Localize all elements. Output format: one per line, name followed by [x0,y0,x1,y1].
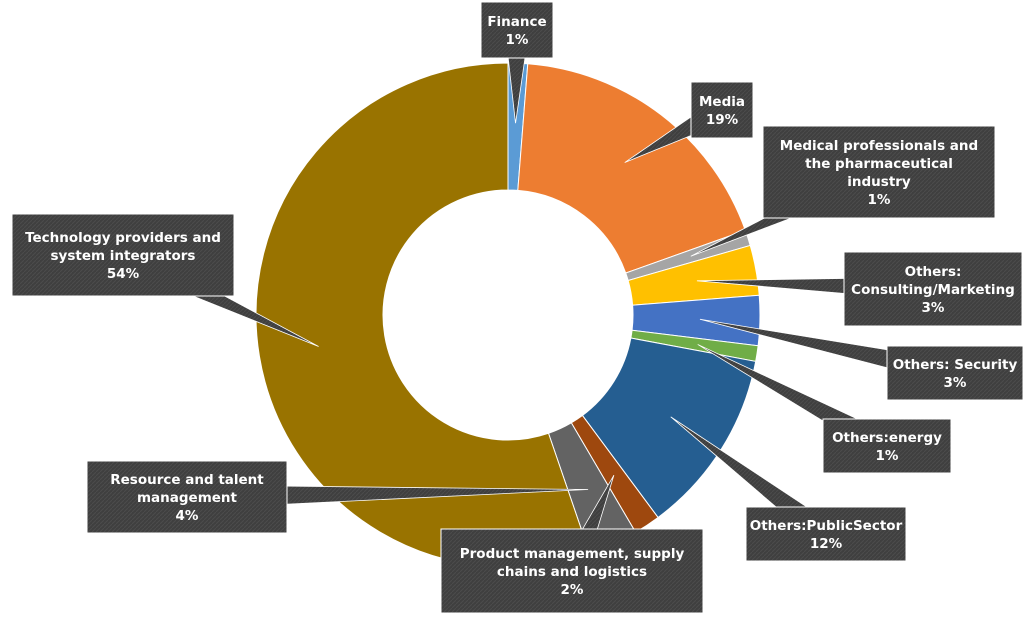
data-label-value: 1% [506,32,529,48]
callout-box [11,213,235,297]
callout-box [822,418,952,474]
data-label-category: Finance [487,14,546,30]
callout-others-security: Others: Security 3% [699,318,1024,401]
data-label-category: chains and logistics [497,564,647,580]
callout-box [480,1,554,59]
data-label-value: 54% [107,266,140,282]
data-label-category: management [137,490,238,506]
data-label-value: 4% [176,508,199,524]
data-label-category: Resource and talent [110,472,264,488]
data-label-value: 19% [706,112,739,128]
callout-technology-providers-and-system-integrators: Technology providers and system integrato… [11,213,319,347]
callout-others-consulting-marketing: Others: Consulting/Marketing 3% [696,251,1023,327]
slice-media [517,63,747,274]
callout-medical-professionals-and-the-pharmaceutical-industry: Medical professionals and the pharmaceuti… [690,125,996,257]
callout-box [886,345,1024,401]
data-label-category: Others: Security [893,357,1018,373]
data-label-category: industry [847,174,911,190]
callout-box [86,460,288,534]
data-label-value: 12% [810,536,843,552]
data-label-category: Media [699,94,745,110]
callout-box [745,506,907,562]
callout-resource-and-talent-management: Resource and talent management 4% [86,460,589,534]
data-label-category: Others: [905,264,962,280]
callout-box [690,81,754,139]
callout-product-management-supply-chains-and-logistics: Product management, supply chains and log… [440,474,704,614]
callout-finance: Finance 1% [480,1,554,124]
slice-technology-providers-and-system-integrators [255,62,591,568]
callout-media: Media 19% [624,81,754,163]
data-label-category: the pharmaceutical [805,156,953,172]
data-label-category: Technology providers and [25,230,221,246]
callout-box [440,528,704,614]
slices-group [255,62,761,568]
data-label-value: 2% [561,582,584,598]
callout-others-publicsector: Others:PublicSector 12% [670,416,907,562]
callout-box [843,251,1023,327]
data-label-category: Others:PublicSector [750,518,903,534]
callout-box [762,125,996,219]
data-label-category: Others:energy [832,430,942,446]
data-label-value: 1% [876,448,899,464]
data-label-category: Medical professionals and [780,138,978,154]
data-label-value: 3% [944,375,967,391]
data-label-category: Product management, supply [460,546,685,562]
data-label-category: Consulting/Marketing [851,282,1015,298]
callout-others-energy: Others:energy 1% [697,344,952,474]
data-label-value: 3% [922,300,945,316]
data-label-value: 1% [868,192,891,208]
data-label-category: system integrators [51,248,196,264]
